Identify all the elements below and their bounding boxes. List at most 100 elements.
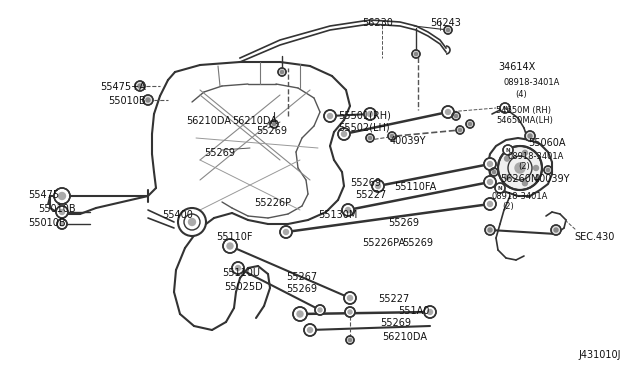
Circle shape [488,228,492,232]
Text: 55025D: 55025D [224,282,263,292]
Circle shape [270,120,278,128]
Circle shape [484,198,496,210]
Text: 55269: 55269 [388,218,419,228]
Circle shape [415,52,418,55]
Text: 54650MA(LH): 54650MA(LH) [496,116,553,125]
Text: 34614X: 34614X [498,62,535,72]
Text: 55269: 55269 [204,148,235,158]
Text: 55269: 55269 [256,126,287,136]
Circle shape [442,106,454,118]
Text: 56243: 56243 [430,18,461,28]
Circle shape [390,134,394,138]
Text: 55227: 55227 [355,190,387,200]
Text: SEC.430: SEC.430 [574,232,614,242]
Circle shape [346,208,351,212]
Circle shape [367,112,372,116]
Circle shape [278,68,286,76]
Circle shape [338,128,350,140]
Circle shape [146,98,150,102]
Circle shape [138,84,142,88]
Circle shape [345,307,355,317]
Circle shape [227,243,233,249]
Circle shape [348,295,353,301]
Circle shape [369,137,372,140]
Circle shape [447,28,450,32]
Circle shape [346,336,354,344]
Circle shape [454,115,458,118]
Circle shape [273,122,276,126]
Text: 56210DA: 56210DA [186,116,231,126]
Circle shape [500,103,510,113]
Circle shape [492,170,495,174]
Circle shape [498,146,542,190]
Circle shape [495,183,505,193]
Text: 55010B: 55010B [28,218,66,228]
Text: 56260N: 56260N [500,174,538,184]
Circle shape [318,308,322,312]
Circle shape [178,208,206,236]
Circle shape [554,228,558,232]
Circle shape [284,230,289,234]
Circle shape [547,169,550,171]
Circle shape [297,311,303,317]
Text: 55226P: 55226P [254,198,291,208]
Text: 55269: 55269 [286,284,317,294]
Text: 56210DA: 56210DA [382,332,427,342]
Circle shape [468,122,472,126]
Circle shape [522,150,527,155]
Circle shape [236,266,241,270]
Circle shape [328,113,333,119]
Text: 55269: 55269 [402,238,433,248]
Text: 55501(RH): 55501(RH) [338,110,391,120]
Circle shape [189,218,195,225]
Circle shape [412,50,420,58]
Text: J431010J: J431010J [578,350,621,360]
Text: 56230: 56230 [362,18,393,28]
Circle shape [348,339,351,341]
Text: 56210DA: 56210DA [232,116,277,126]
Circle shape [525,131,535,141]
Text: 55110F: 55110F [216,232,253,242]
Text: N: N [506,148,510,153]
Text: 55110FA: 55110FA [394,182,436,192]
Text: 55010B: 55010B [108,96,146,106]
Circle shape [458,128,461,132]
Text: (4): (4) [515,90,527,99]
Circle shape [280,226,292,238]
Text: 55130M: 55130M [318,210,357,220]
Circle shape [551,225,561,235]
Circle shape [504,156,509,161]
Circle shape [57,219,67,229]
Circle shape [484,158,496,170]
Circle shape [280,70,284,74]
Text: 55400: 55400 [162,210,193,220]
Circle shape [456,126,464,134]
Circle shape [56,206,68,218]
Circle shape [376,183,381,189]
Circle shape [490,168,498,176]
Circle shape [372,180,384,192]
Circle shape [466,120,474,128]
Circle shape [445,109,451,115]
Text: 54650M (RH): 54650M (RH) [496,106,551,115]
Text: 55475: 55475 [28,190,59,200]
Circle shape [304,324,316,336]
Circle shape [428,310,433,314]
Circle shape [504,175,509,180]
Circle shape [544,166,552,174]
Text: 55060A: 55060A [528,138,566,148]
Circle shape [60,209,65,215]
Circle shape [60,222,64,226]
Text: 08918-3401A: 08918-3401A [508,152,564,161]
Text: 55110U: 55110U [222,268,260,278]
Text: 40039Y: 40039Y [534,174,570,184]
Circle shape [488,161,493,167]
Text: 55269: 55269 [350,178,381,188]
Circle shape [503,145,513,155]
Circle shape [484,176,496,188]
Text: 55269: 55269 [380,318,411,328]
Circle shape [515,163,525,173]
Circle shape [293,307,307,321]
Text: 55502(LH): 55502(LH) [338,122,390,132]
Circle shape [315,305,325,315]
